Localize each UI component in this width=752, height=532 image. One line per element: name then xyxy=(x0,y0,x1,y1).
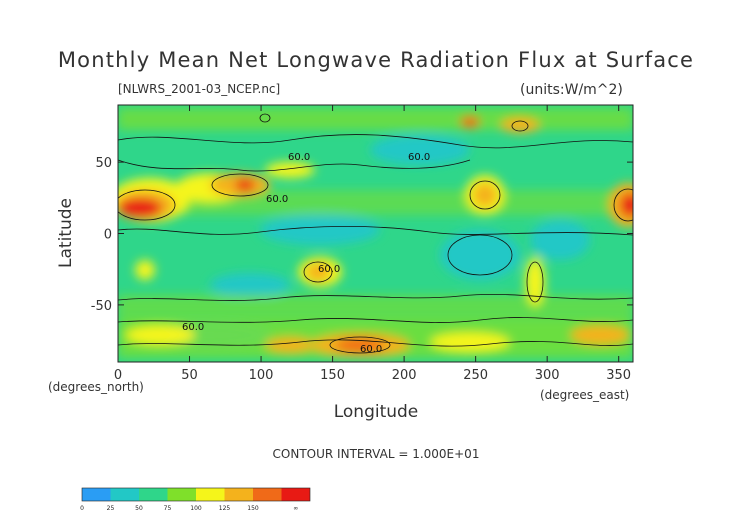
axis-ticks xyxy=(117,105,633,362)
colorbar-segment xyxy=(110,488,139,501)
low-region xyxy=(530,220,590,260)
contour-line xyxy=(118,134,633,149)
colorbar-segment xyxy=(167,488,196,501)
contour-line xyxy=(469,180,501,210)
low-region xyxy=(260,215,380,245)
colorbar-label: 25 xyxy=(106,505,115,512)
hot-region xyxy=(265,162,315,178)
file-name-label: [NLWRS_2001-03_NCEP.nc] xyxy=(118,82,281,96)
colorbar-segment xyxy=(281,488,310,501)
units-label: (units:W/m^2) xyxy=(520,82,623,98)
colorbar-label: 150 xyxy=(247,505,259,512)
x-tick-label: 300 xyxy=(535,368,560,383)
low-region xyxy=(210,273,290,297)
colorbar-label: 50 xyxy=(135,505,143,512)
x-tick-label: 250 xyxy=(463,368,488,383)
contour-line xyxy=(118,159,471,172)
low-region xyxy=(440,230,520,280)
radiation-field: 60.0 60.0 60.0 60.0 60.0 60.0 xyxy=(118,105,633,362)
colorbar-segment xyxy=(139,488,168,501)
x-axis-title: Longitude xyxy=(333,402,419,422)
contour-label: 60.0 xyxy=(288,152,310,163)
colorbar-segment xyxy=(253,488,282,501)
x-tick-label: 150 xyxy=(320,368,345,383)
contour-line xyxy=(613,188,633,222)
contour-line xyxy=(211,173,269,197)
y-axis-title: Latitude xyxy=(56,198,76,268)
hot-region xyxy=(525,257,545,307)
colorbar-label: 0 xyxy=(80,505,84,512)
colorbar-segment xyxy=(196,488,225,501)
x-units-label: (degrees_north) xyxy=(48,380,144,394)
hot-region xyxy=(460,116,480,128)
contour-lines xyxy=(118,113,633,354)
hot-region xyxy=(430,332,510,352)
hot-region xyxy=(570,325,630,345)
contour-line xyxy=(526,261,544,303)
contour-label: 60.0 xyxy=(360,344,382,355)
colorbar-frame xyxy=(81,487,311,502)
contour-line xyxy=(118,293,633,301)
contour-line xyxy=(447,234,513,276)
contour-label: 60.0 xyxy=(408,152,430,163)
y-tick-label: -50 xyxy=(91,299,112,314)
band xyxy=(118,295,633,317)
tick-labels: 0 50 100 150 200 250 300 350 50 0 -50 xyxy=(91,156,631,383)
x-tick-label: 350 xyxy=(606,368,631,383)
x-tick-label: 100 xyxy=(249,368,274,383)
colorbar-label: 75 xyxy=(163,505,172,512)
contour-line xyxy=(259,113,271,123)
contour-line xyxy=(329,336,391,354)
y-tick-label: 0 xyxy=(104,228,112,243)
y-tick-label: 50 xyxy=(95,156,112,171)
colorbar-label: 100 xyxy=(190,505,202,512)
contour-label: 60.0 xyxy=(318,264,340,275)
band xyxy=(118,108,633,130)
contour-interval-label: CONTOUR INTERVAL = 1.000E+01 xyxy=(272,447,480,461)
hot-region xyxy=(306,263,330,281)
hot-region xyxy=(265,337,315,353)
colorbar-label: 125 xyxy=(218,505,231,512)
x-tick-label: 200 xyxy=(392,368,417,383)
y-units-label: (degrees_east) xyxy=(540,388,630,402)
contour-label: 60.0 xyxy=(182,322,204,333)
chart-title: Monthly Mean Net Longwave Radiation Flux… xyxy=(57,48,695,72)
hot-region xyxy=(135,260,155,280)
hot-region xyxy=(118,198,162,218)
contour-line xyxy=(118,189,176,221)
colorbar-label: ∞ xyxy=(293,505,299,512)
contour-line xyxy=(118,317,633,323)
hot-region xyxy=(473,183,497,207)
colorbar xyxy=(81,487,311,502)
contour-line xyxy=(303,261,333,283)
hot-region xyxy=(125,325,195,345)
x-tick-label: 0 xyxy=(114,368,122,383)
colorbar-segment xyxy=(224,488,253,501)
x-tick-label: 50 xyxy=(181,368,198,383)
contour-line xyxy=(511,120,529,132)
hot-region xyxy=(500,117,540,133)
hot-region xyxy=(620,193,633,217)
colorbar-segment xyxy=(82,488,111,501)
hot-region xyxy=(235,179,255,191)
contour-line xyxy=(118,225,633,236)
contour-label: 60.0 xyxy=(266,194,288,205)
